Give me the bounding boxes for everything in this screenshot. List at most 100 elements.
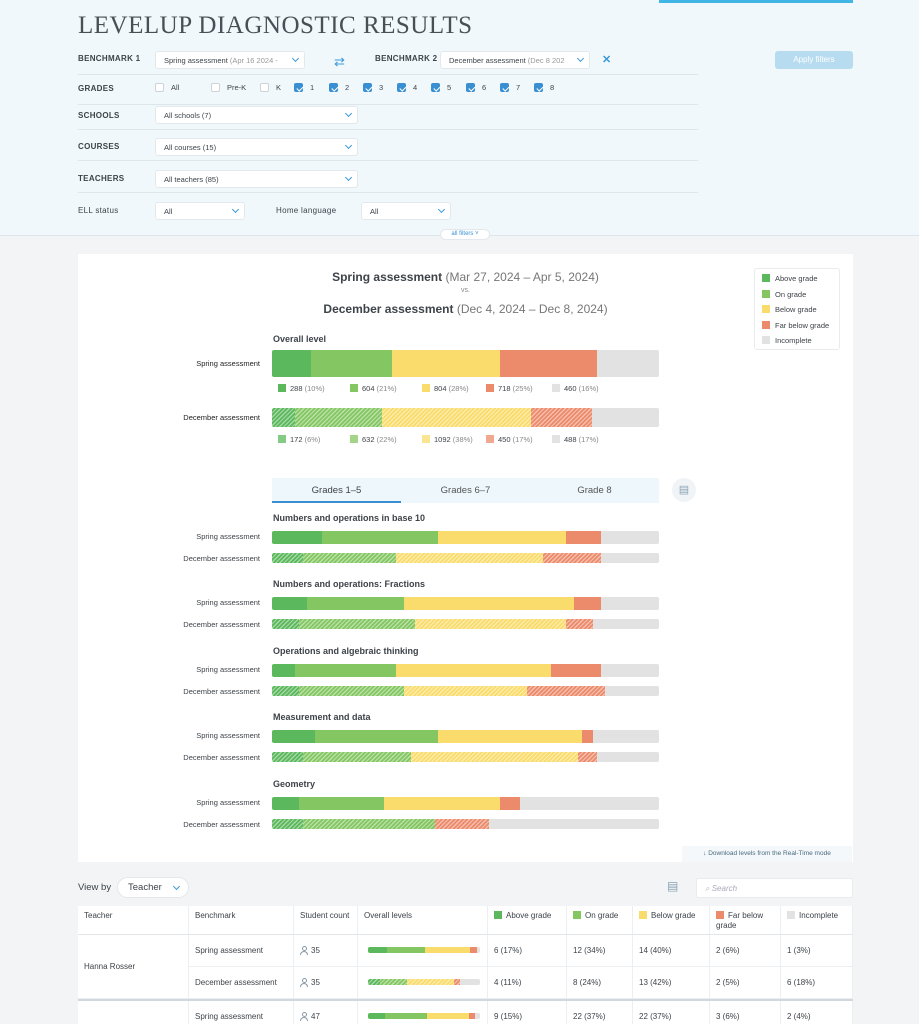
bar-segment-far-below-grade: [500, 350, 598, 377]
column-header-overall-levels[interactable]: Overall levels: [358, 906, 488, 935]
header-label: Below grade: [651, 911, 696, 920]
header-label: Student count: [300, 911, 350, 920]
column-header-incomplete[interactable]: Incomplete: [781, 906, 853, 935]
levels-chart-card: Spring assessment (Mar 27, 2024 – Apr 5,…: [78, 254, 853, 862]
grade-label: 7: [516, 83, 521, 92]
cell-above-grade: 6 (17%): [488, 935, 567, 967]
checkbox-box[interactable]: [500, 83, 509, 92]
column-header-on-grade[interactable]: On grade: [567, 906, 633, 935]
mini-segment-on-grade: [380, 979, 408, 985]
person-icon: [300, 1012, 308, 1021]
benchmark2-select[interactable]: December assessment (Dec 8 202: [440, 51, 590, 69]
checkbox-box[interactable]: [466, 83, 475, 92]
count-value: 488: [564, 435, 577, 444]
bar-segment-far-below-grade: [500, 797, 520, 810]
search-input[interactable]: ⌕ Search: [696, 878, 853, 898]
cell-above-grade: 4 (11%): [488, 967, 567, 999]
bar-segment-on-grade: [310, 350, 393, 377]
column-header-above-grade[interactable]: Above grade: [488, 906, 567, 935]
count-value: 718: [498, 384, 511, 393]
count-swatch: [350, 384, 358, 392]
search-placeholder: Search: [711, 884, 738, 893]
bar-segment-incomplete: [600, 597, 659, 610]
apply-filters-button[interactable]: Apply filters: [775, 51, 853, 69]
all-filters-toggle[interactable]: all filters ˅: [440, 229, 490, 240]
legend-label: Below grade: [775, 305, 817, 314]
columns-icon[interactable]: ▤: [667, 879, 679, 893]
close-icon[interactable]: ✕: [602, 54, 612, 66]
download-levels-link[interactable]: ↓ Download levels from the Real-Time mod…: [682, 846, 852, 862]
courses-select[interactable]: All courses (15): [155, 138, 358, 156]
checkbox-box[interactable]: [363, 83, 372, 92]
domain-bar: [272, 686, 659, 696]
column-header-far-below-grade[interactable]: Far below grade: [710, 906, 781, 935]
schools-select[interactable]: All schools (7): [155, 106, 358, 124]
header-swatch: [639, 911, 647, 919]
domain-bar: [272, 619, 659, 629]
count-percent: (10%): [302, 384, 325, 393]
active-tab-indicator: [659, 0, 853, 3]
count-value: 288: [290, 384, 303, 393]
person-icon: [300, 978, 308, 987]
column-header-student-count[interactable]: Student count: [294, 906, 358, 935]
bar-segment-incomplete: [519, 797, 659, 810]
mini-segment-on-grade: [384, 1013, 427, 1019]
bar-segment-far-below-grade: [542, 553, 601, 563]
mini-segment-incomplete: [475, 1013, 480, 1019]
cell-incomplete: 6 (18%): [781, 967, 853, 999]
domain-row-label: December assessment: [183, 554, 260, 563]
bar-segment-on-grade: [306, 597, 404, 610]
legend-label: On grade: [775, 289, 807, 299]
view-by-select[interactable]: Teacher: [117, 877, 189, 898]
bar-segment-above-grade: [272, 819, 303, 829]
checkbox-box[interactable]: [329, 83, 338, 92]
count-percent: (25%): [510, 384, 533, 393]
bar-segment-incomplete: [604, 686, 659, 696]
count-value: 460: [564, 384, 577, 393]
student-count-cell: 47: [294, 1001, 358, 1024]
table-view-icon[interactable]: ▤: [672, 478, 696, 502]
cell-on-grade: 22 (37%): [567, 1001, 633, 1024]
domain-row-label: Spring assessment: [196, 665, 260, 674]
benchmark1-select[interactable]: Spring assessment (Apr 16 2024 -: [155, 51, 305, 69]
column-header-below-grade[interactable]: Below grade: [633, 906, 710, 935]
bar-segment-far-below-grade: [434, 819, 489, 829]
checkbox-box[interactable]: [260, 83, 269, 92]
teachers-select[interactable]: All teachers (85): [155, 170, 358, 188]
checkbox-box[interactable]: [294, 83, 303, 92]
overall-bar: [272, 350, 659, 377]
domain-bar: [272, 819, 659, 829]
grade-label: All: [171, 83, 180, 92]
ell-select[interactable]: All: [155, 202, 245, 220]
student-count: 35: [311, 978, 320, 987]
grade-label: 2: [345, 83, 350, 92]
tab-grades-6-7[interactable]: Grades 6–7: [440, 485, 491, 496]
count-incomplete: 488 (17%): [552, 435, 599, 444]
domain-bar: [272, 797, 659, 810]
mini-levels-bar: [368, 1013, 480, 1019]
bar-segment-far-below-grade: [530, 408, 593, 427]
column-header-benchmark[interactable]: Benchmark: [189, 906, 294, 935]
checkbox-box[interactable]: [211, 83, 220, 92]
bar-segment-incomplete: [600, 531, 659, 544]
mini-segment-far-below-grade: [454, 979, 460, 985]
tab-grades-1-5[interactable]: Grades 1–5: [272, 478, 401, 503]
column-header-teacher[interactable]: Teacher: [78, 906, 189, 935]
checkbox-box[interactable]: [431, 83, 440, 92]
bar-segment-below-grade: [384, 797, 501, 810]
checkbox-box[interactable]: [155, 83, 164, 92]
ell-value: All: [164, 207, 173, 216]
checkbox-box[interactable]: [534, 83, 543, 92]
overall-levels-cell: [358, 967, 488, 999]
domain-bar: [272, 531, 659, 544]
count-percent: (22%): [374, 435, 397, 444]
home-language-select[interactable]: All: [361, 202, 451, 220]
swap-icon[interactable]: ⇄: [334, 54, 345, 69]
tab-grade-8[interactable]: Grade 8: [577, 485, 612, 496]
checkbox-box[interactable]: [397, 83, 406, 92]
mini-levels-bar: [368, 947, 480, 953]
courses-value: All courses (15): [164, 143, 217, 152]
cell-far-below-grade: 2 (5%): [710, 967, 781, 999]
count-value: 1092: [434, 435, 451, 444]
legend-swatch: [762, 320, 770, 329]
